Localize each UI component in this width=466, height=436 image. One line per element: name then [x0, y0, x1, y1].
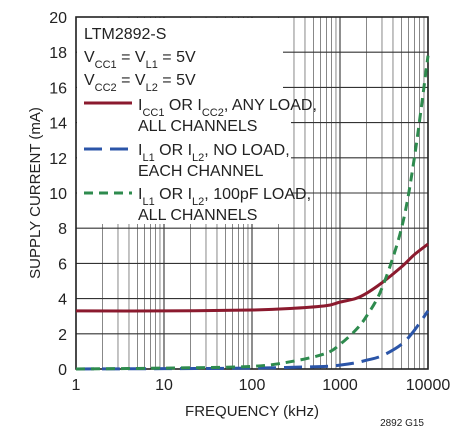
legend-label-icc-line2: ALL CHANNELS	[138, 118, 257, 135]
y-tick-label: 18	[49, 45, 67, 62]
legend-label-il-100pf-line2: ALL CHANNELS	[138, 207, 257, 224]
condition-1: VCC1 = VL1 = 5V	[84, 49, 196, 71]
legend-label-il-noload-line2: EACH CHANNEL	[138, 163, 263, 180]
y-tick-label: 16	[49, 80, 67, 97]
axes	[75, 16, 429, 370]
series-layer	[75, 55, 430, 371]
y-tick-label: 12	[49, 151, 67, 168]
x-tick-label: 1000	[322, 377, 358, 394]
series-line-0	[75, 242, 429, 313]
x-tick-label: 1	[72, 377, 81, 394]
plot-frame	[75, 16, 429, 370]
legend-area	[77, 18, 291, 224]
y-tick-label: 8	[58, 221, 67, 238]
tick-labels: 1 10 100 1000 10000 0 2 4 6 8 10 12 14 16 18 20	[49, 10, 450, 394]
y-tick-label: 6	[58, 256, 67, 273]
series-line-2	[75, 55, 430, 371]
x-tick-label: 10	[155, 377, 173, 394]
annotation-background	[77, 18, 283, 100]
legend-label-il-noload-line1: IL1 OR IL2, NO LOAD,	[138, 142, 290, 164]
x-axis-label: FREQUENCY (kHz)	[185, 403, 319, 420]
legend: ICC1 OR ICC2, ANY LOAD, ALL CHANNELS IL1…	[84, 97, 317, 224]
legend-label-il-100pf-line1: IL1 OR IL2, 100pF LOAD,	[138, 186, 311, 208]
y-tick-label: 20	[49, 10, 67, 27]
y-tick-label: 14	[49, 116, 67, 133]
y-tick-label: 4	[58, 292, 67, 309]
legend-background	[77, 100, 291, 224]
y-tick-label: 10	[49, 186, 67, 203]
y-axis-label: SUPPLY CURRENT (mA)	[27, 107, 44, 279]
y-tick-label: 2	[58, 327, 67, 344]
y-tick-label: 0	[58, 362, 67, 379]
figure-id: 2892 G15	[380, 418, 424, 429]
x-tick-label: 10000	[406, 377, 451, 394]
condition-annotation: LTM2892-S VCC1 = VL1 = 5V VCC2 = VL2 = 5…	[84, 26, 196, 94]
x-tick-label: 100	[239, 377, 266, 394]
device-name: LTM2892-S	[84, 26, 166, 43]
condition-2: VCC2 = VL2 = 5V	[84, 72, 196, 94]
legend-label-icc-line1: ICC1 OR ICC2, ANY LOAD,	[138, 97, 317, 119]
